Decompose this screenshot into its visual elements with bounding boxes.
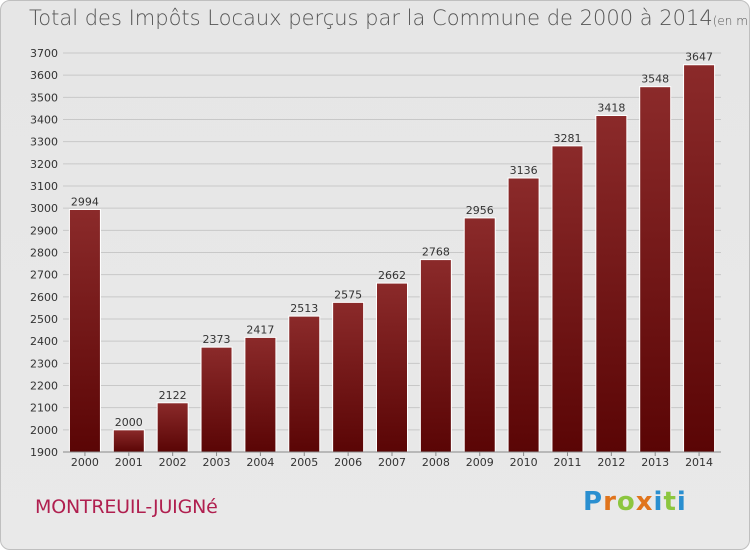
bar xyxy=(419,259,452,453)
y-tick-label: 3000 xyxy=(30,202,58,215)
y-tick-label: 2800 xyxy=(30,247,58,260)
y-axis: 1900 2000 2100 2200 2300 2400 2500 2600 2700 2800… xyxy=(30,47,58,459)
bar-value-label: 2994 xyxy=(71,195,99,208)
y-tick-label: 3500 xyxy=(30,91,58,104)
bar xyxy=(463,217,496,453)
bar-value-label: 2000 xyxy=(115,416,143,429)
bar xyxy=(112,429,145,453)
y-tick-label: 2000 xyxy=(30,424,58,437)
y-tick-label: 3300 xyxy=(30,136,58,149)
x-tick-label: 2000 xyxy=(71,456,99,469)
y-tick-label: 3100 xyxy=(30,180,58,193)
y-tick-label: 2200 xyxy=(30,380,58,393)
x-tick-label: 2003 xyxy=(203,456,231,469)
bar-value-label: 2373 xyxy=(203,333,231,346)
bar-value-label: 2513 xyxy=(290,302,318,315)
bar-value-label: 2417 xyxy=(246,323,274,336)
y-tick-label: 3700 xyxy=(30,47,58,60)
bar xyxy=(156,402,189,453)
x-tick-label: 2007 xyxy=(378,456,406,469)
y-tick-label: 2600 xyxy=(30,291,58,304)
proxiti-logo: Proxiti xyxy=(583,487,687,517)
bar-value-label: 2768 xyxy=(422,246,450,259)
y-tick-label: 3600 xyxy=(30,69,58,82)
x-tick-label: 2006 xyxy=(334,456,362,469)
bar-value-label: 3418 xyxy=(597,102,625,115)
bar xyxy=(376,282,408,453)
bar-value-label: 3136 xyxy=(510,164,538,177)
bar xyxy=(332,301,365,453)
logo-letter: i xyxy=(653,487,664,517)
chart-title: Total des Impôts Locaux perçus par la Co… xyxy=(29,6,750,30)
bar xyxy=(639,86,672,453)
bar-value-label: 2122 xyxy=(159,389,187,402)
x-tick-label: 2012 xyxy=(597,456,625,469)
logo-letter: r xyxy=(603,487,617,517)
bar-value-label: 2662 xyxy=(378,269,406,282)
y-tick-label: 2400 xyxy=(30,335,58,348)
y-tick-label: 2700 xyxy=(30,269,58,282)
commune-name: MONTREUIL-JUIGNé xyxy=(35,496,218,518)
bar xyxy=(244,336,277,453)
x-tick-label: 2004 xyxy=(246,456,274,469)
logo-letter: i xyxy=(676,487,687,517)
bar xyxy=(683,64,716,453)
title-text: Total des Impôts Locaux perçus par la Co… xyxy=(29,6,713,30)
bar-value-label: 3548 xyxy=(641,73,669,86)
y-tick-label: 3200 xyxy=(30,158,58,171)
bar xyxy=(68,208,101,453)
x-tick-label: 2010 xyxy=(510,456,538,469)
y-tick-label: 3400 xyxy=(30,114,58,127)
y-tick-label: 2900 xyxy=(30,224,58,237)
logo-letter: P xyxy=(583,487,604,517)
bar xyxy=(551,145,584,453)
bar-value-label: 2956 xyxy=(466,204,494,217)
bar-value-label: 2575 xyxy=(334,288,362,301)
x-tick-label: 2011 xyxy=(553,456,581,469)
x-tick-label: 2001 xyxy=(115,456,143,469)
bar xyxy=(507,177,540,453)
x-tick-label: 2008 xyxy=(422,456,450,469)
x-tick-label: 2014 xyxy=(685,456,713,469)
x-tick-label: 2002 xyxy=(159,456,187,469)
x-tick-label: 2013 xyxy=(641,456,669,469)
x-axis: 2000 2001 2002 2003 2004 2005 2006 2007 2008 2009… xyxy=(63,451,721,469)
logo-letter: o xyxy=(616,487,636,517)
bars: 2994 2000 2122 2373 2417 2513 2575 2662 2768 2956… xyxy=(68,51,716,453)
x-tick-label: 2005 xyxy=(290,456,318,469)
x-tick-label: 2009 xyxy=(466,456,494,469)
bar xyxy=(595,115,628,453)
bar-value-label: 3647 xyxy=(685,51,713,64)
logo-letter: x xyxy=(635,487,654,517)
bar-value-label: 3281 xyxy=(553,132,581,145)
y-tick-label: 2100 xyxy=(30,402,58,415)
bar xyxy=(200,346,233,453)
bar xyxy=(288,315,321,453)
unit-note: (en milliers d'€) xyxy=(712,14,750,28)
y-tick-label: 1900 xyxy=(30,446,58,459)
y-tick-label: 2300 xyxy=(30,357,58,370)
logo-letter: t xyxy=(663,487,677,517)
y-tick-label: 2500 xyxy=(30,313,58,326)
